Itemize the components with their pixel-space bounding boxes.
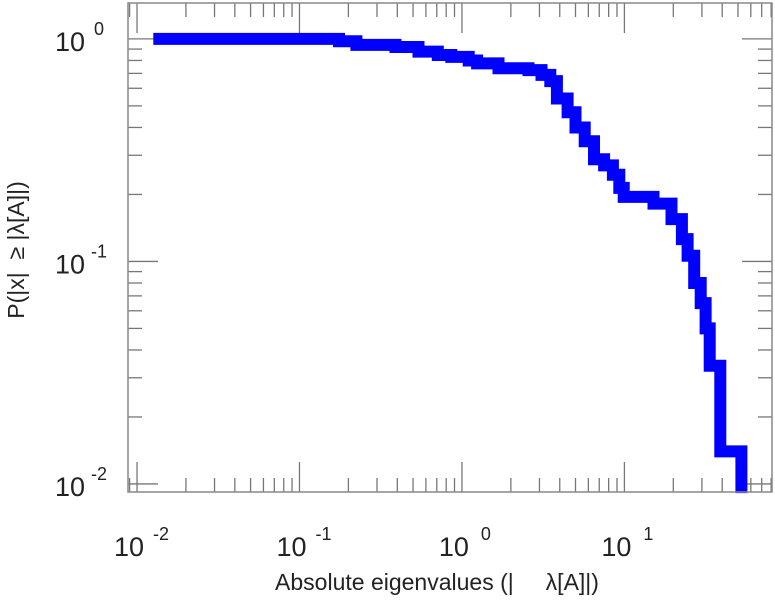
y-tick-label: 10 xyxy=(55,27,85,57)
x-tick-label-exponent: 1 xyxy=(643,524,653,544)
y-tick-label-exponent: -2 xyxy=(91,464,107,484)
x-tick-label-exponent: 0 xyxy=(481,524,491,544)
y-tick-label-exponent: -1 xyxy=(91,241,107,261)
x-tick-label: 10 xyxy=(601,532,631,562)
y-tick-labels: 10 0 10 -1 10 -2 xyxy=(55,19,107,502)
x-tick-label: 10 xyxy=(276,532,306,562)
y-axis-label: P(|x| ≥ |λ[A]|) xyxy=(3,181,29,318)
plot-frame xyxy=(127,2,773,493)
axis-ticks xyxy=(128,3,772,492)
x-axis-label: Absolute eigenvalues (| λ[A]|) xyxy=(275,569,599,595)
x-tick-label-exponent: -1 xyxy=(315,524,331,544)
x-tick-labels: 10 -2 10 -1 10 0 10 1 xyxy=(114,524,653,562)
x-tick-label: 10 xyxy=(439,532,469,562)
x-tick-label-exponent: -2 xyxy=(153,524,169,544)
y-tick-label: 10 xyxy=(55,472,85,502)
y-tick-label-exponent: 0 xyxy=(94,19,104,39)
series-line-ccdf xyxy=(153,32,748,494)
x-tick-label: 10 xyxy=(114,532,144,562)
y-tick-label: 10 xyxy=(55,249,85,279)
